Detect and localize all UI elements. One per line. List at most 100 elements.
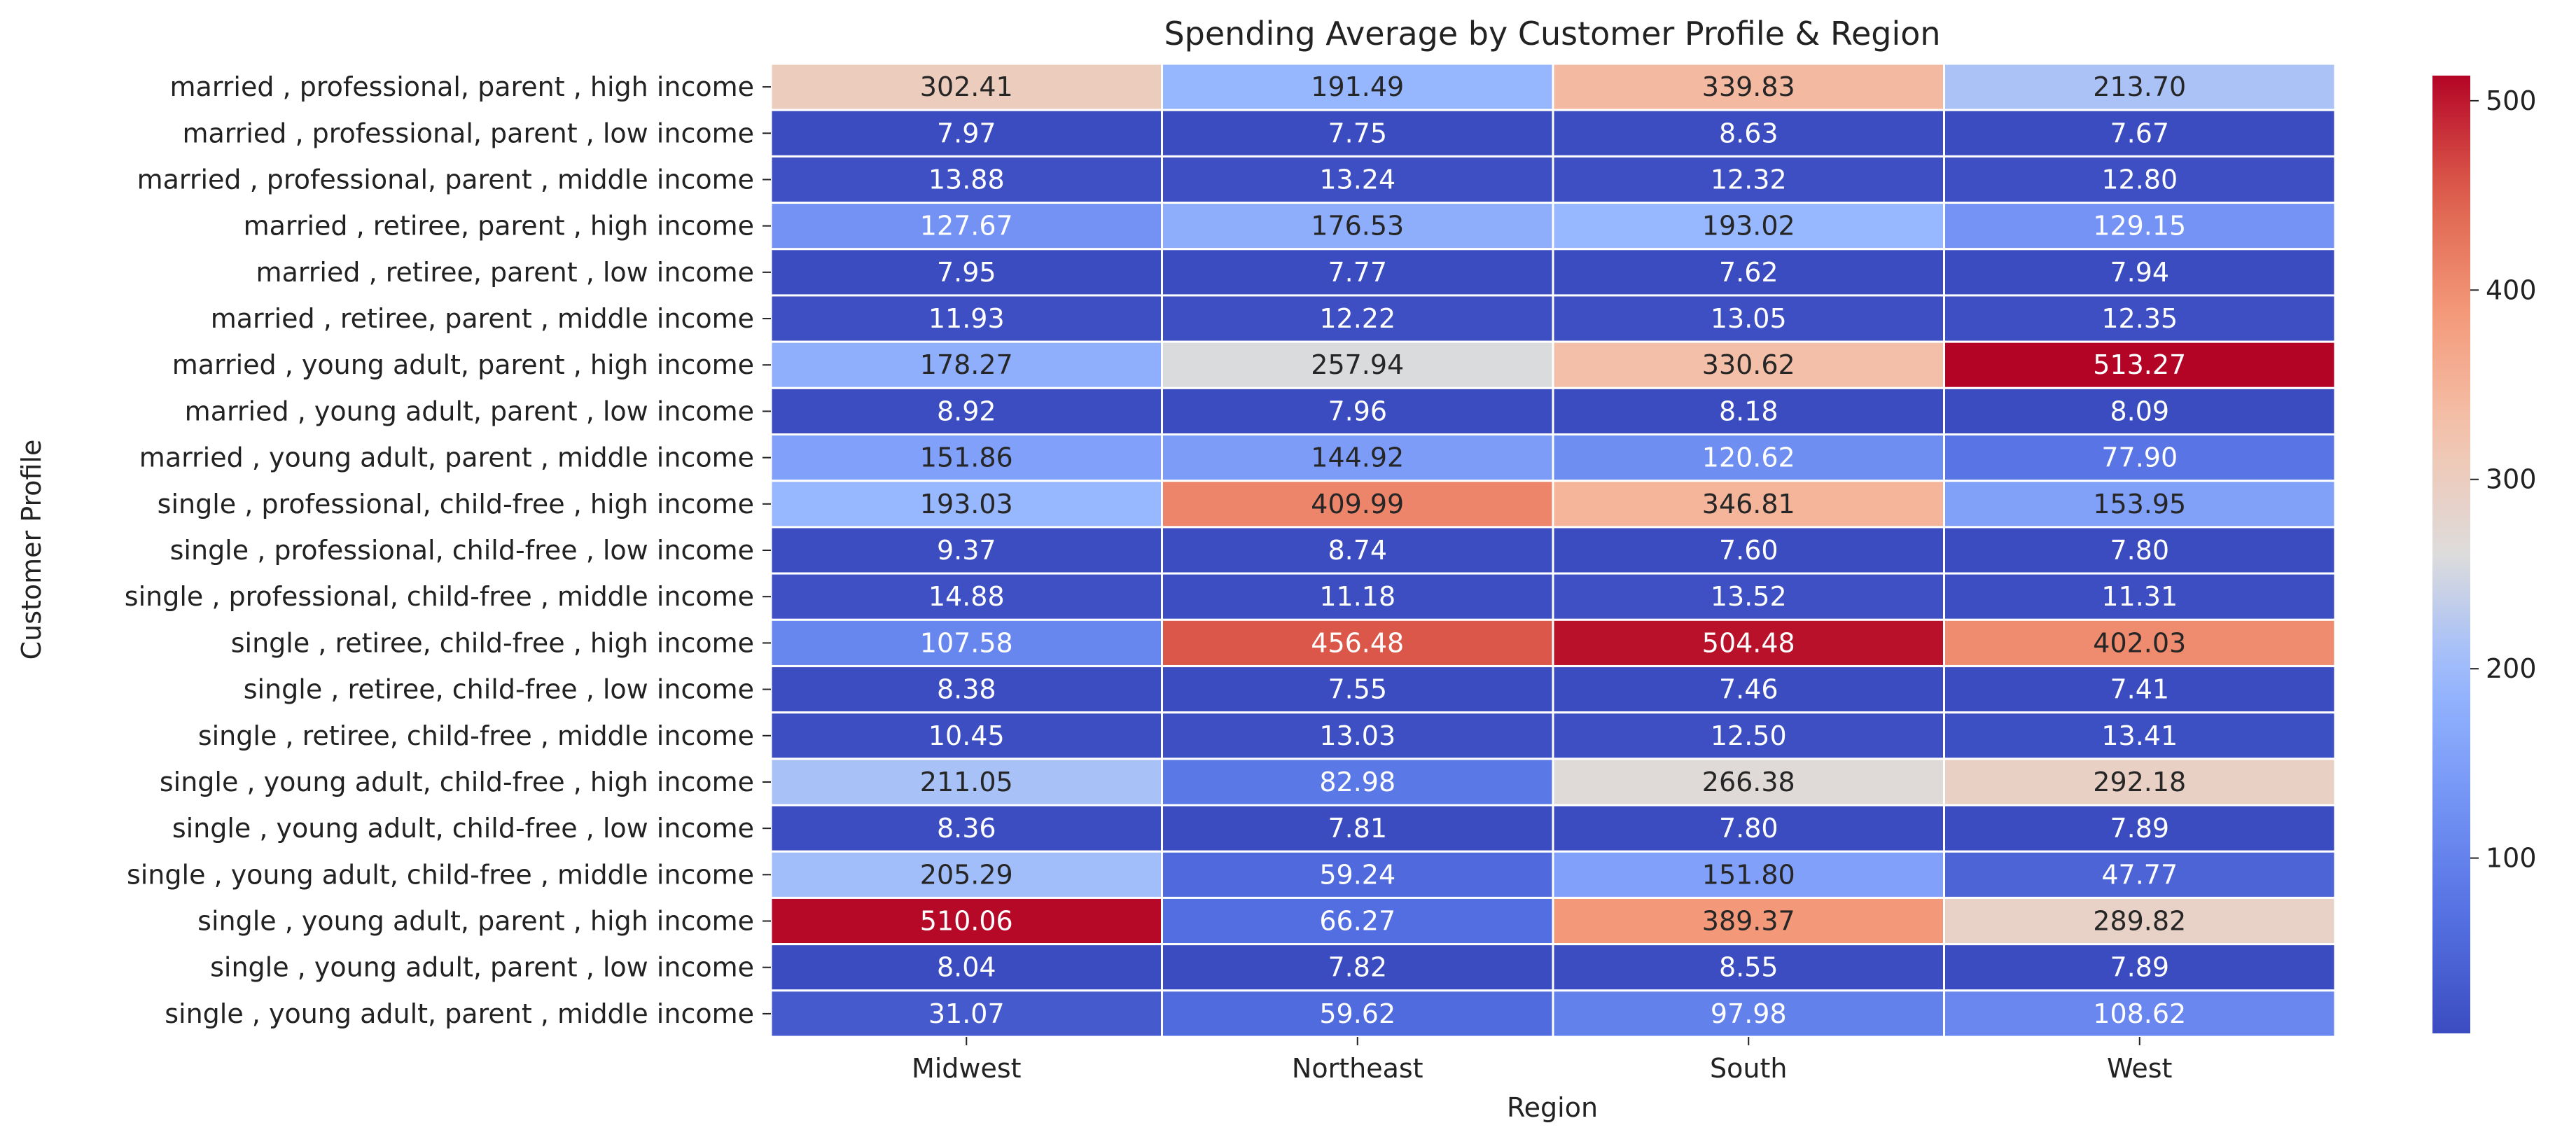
y-tick-label: single , professional, child-free , high…: [158, 489, 754, 519]
heatmap-cell: [1161, 896, 1554, 946]
heatmap-cell: [1943, 340, 2337, 389]
cell-value-label: 7.80: [1719, 813, 1778, 844]
heatmap-cells: 302.41 191.49 339.83 213.70 7.97 7.75 8.63 7.67…: [770, 62, 2337, 1038]
x-axis-label: Region: [1507, 1092, 1598, 1123]
cell-value-label: 191.49: [1311, 71, 1404, 102]
heatmap-cell: [1552, 248, 1945, 297]
heatmap-cell: [1943, 526, 2337, 575]
cell-value-label: 12.50: [1711, 720, 1787, 751]
heatmap-cell: [1161, 664, 1554, 714]
colorbar-tick-label: 500: [2486, 85, 2537, 116]
colorbar: [2432, 76, 2470, 1033]
cell-value-label: 7.60: [1719, 535, 1778, 566]
cell-value-label: 11.31: [2101, 581, 2178, 612]
cell-value-label: 10.45: [928, 720, 1005, 751]
y-tick-label: married , retiree, parent , middle incom…: [211, 303, 754, 334]
cell-value-label: 77.90: [2101, 442, 2178, 473]
colorbar-tick-label: 300: [2486, 464, 2537, 495]
heatmap-cell: [770, 896, 1163, 946]
cell-value-label: 8.74: [1328, 535, 1387, 566]
cell-value-label: 7.94: [2110, 257, 2169, 288]
cell-value-label: 504.48: [1702, 627, 1795, 658]
y-tick-label: married , professional, parent , high in…: [170, 71, 754, 102]
cell-value-label: 11.18: [1319, 581, 1395, 612]
cell-value-label: 266.38: [1702, 767, 1795, 797]
y-tick-label: married , young adult, parent , low inco…: [185, 396, 754, 426]
cell-value-label: 7.97: [937, 118, 996, 148]
cell-value-label: 31.07: [928, 998, 1005, 1029]
x-tick-label: South: [1710, 1053, 1787, 1084]
y-axis-ticks: married , professional, parent , high in…: [125, 71, 771, 1029]
heatmap-cell: [1943, 248, 2337, 297]
cell-value-label: 389.37: [1702, 906, 1795, 937]
heatmap-cell: [770, 943, 1163, 992]
cell-value-label: 13.41: [2101, 720, 2178, 751]
cell-value-label: 8.92: [937, 396, 996, 426]
cell-value-label: 13.03: [1319, 720, 1395, 751]
y-tick-label: single , young adult, parent , low incom…: [210, 952, 754, 983]
cell-value-label: 107.58: [920, 627, 1013, 658]
cell-value-label: 402.03: [2093, 627, 2186, 658]
y-tick-label: single , young adult, parent , high inco…: [197, 906, 754, 937]
heatmap-cell: [1161, 109, 1554, 158]
cell-value-label: 8.55: [1719, 952, 1778, 983]
heatmap-cell: [770, 480, 1163, 529]
y-tick-label: single , professional, child-free , midd…: [125, 581, 754, 612]
cell-value-label: 7.81: [1328, 813, 1387, 844]
cell-value-label: 153.95: [2093, 489, 2186, 519]
heatmap-cell: [1943, 804, 2337, 853]
cell-value-label: 7.82: [1328, 952, 1387, 983]
y-tick-label: single , retiree, child-free , middle in…: [198, 720, 754, 751]
cell-value-label: 513.27: [2093, 349, 2186, 380]
heatmap-cell: [1161, 618, 1554, 667]
cell-value-label: 456.48: [1311, 627, 1404, 658]
heatmap-cell: [1552, 386, 1945, 436]
cell-value-label: 289.82: [2093, 906, 2186, 937]
cell-value-label: 9.37: [937, 535, 996, 566]
heatmap-cell: [1943, 572, 2337, 621]
heatmap-cell: [1552, 572, 1945, 621]
cell-value-label: 346.81: [1702, 489, 1795, 519]
x-tick-label: Northeast: [1292, 1053, 1423, 1084]
cell-value-label: 151.86: [920, 442, 1013, 473]
cell-value-label: 8.04: [937, 952, 996, 983]
heatmap-cell: [770, 572, 1163, 621]
y-tick-label: single , young adult, child-free , low i…: [172, 813, 754, 844]
cell-value-label: 7.41: [2110, 674, 2169, 705]
heatmap-cell: [1552, 618, 1945, 667]
heatmap-cell: [1161, 155, 1554, 204]
cell-value-label: 8.09: [2110, 396, 2169, 426]
heatmap-cell: [1943, 989, 2337, 1038]
heatmap-cell: [1161, 572, 1554, 621]
heatmap-cell: [1161, 804, 1554, 853]
y-tick-label: single , young adult, child-free , middl…: [127, 859, 754, 890]
cell-value-label: 14.88: [928, 581, 1005, 612]
cell-value-label: 13.24: [1319, 164, 1395, 195]
y-tick-label: married , professional, parent , low inc…: [182, 118, 754, 148]
cell-value-label: 13.88: [928, 164, 1005, 195]
colorbar-tick-label: 400: [2486, 274, 2537, 305]
heatmap-cell: [1943, 109, 2337, 158]
heatmap-cell: [1552, 804, 1945, 853]
cell-value-label: 7.75: [1328, 118, 1387, 148]
y-tick-label: married , retiree, parent , high income: [244, 211, 754, 242]
cell-value-label: 11.93: [928, 303, 1005, 334]
colorbar-tick-label: 100: [2486, 843, 2537, 874]
cell-value-label: 8.63: [1719, 118, 1778, 148]
heatmap-cell: [1943, 943, 2337, 992]
heatmap-cell: [1943, 896, 2337, 946]
cell-value-label: 330.62: [1702, 349, 1795, 380]
cell-value-label: 205.29: [920, 859, 1013, 890]
cell-value-label: 8.18: [1719, 396, 1778, 426]
heatmap-cell: [770, 758, 1163, 807]
heatmap-cell: [1161, 850, 1554, 899]
heatmap-cell: [1552, 989, 1945, 1038]
heatmap-cell: [1943, 155, 2337, 204]
cell-value-label: 409.99: [1311, 489, 1404, 519]
colorbar-tick-label: 200: [2486, 653, 2537, 684]
heatmap-cell: [1943, 618, 2337, 667]
cell-value-label: 108.62: [2093, 998, 2186, 1029]
cell-value-label: 129.15: [2093, 211, 2186, 242]
cell-value-label: 292.18: [2093, 767, 2186, 797]
cell-value-label: 47.77: [2101, 859, 2178, 890]
